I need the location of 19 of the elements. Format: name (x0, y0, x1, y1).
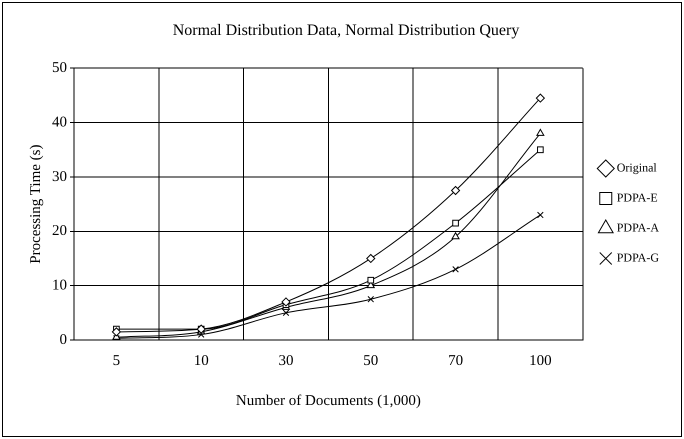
y-tick-label: 10 (52, 278, 67, 294)
y-tick-label: 20 (52, 223, 67, 240)
y-tick-label: 0 (60, 332, 67, 348)
x-tick-label: 70 (448, 352, 464, 369)
x-tick-label: 10 (194, 352, 209, 369)
legend-label: PDPA-A (616, 220, 660, 235)
legend-label: PDPA-G (616, 250, 660, 265)
x-tick-label: 30 (278, 352, 294, 369)
y-axis-title: Processing Time (s) (28, 144, 44, 264)
x-axis-title: Number of Documents (1,000) (236, 392, 421, 409)
x-tick-label: 5 (112, 352, 120, 369)
legend-label: PDPA-E (616, 190, 658, 205)
x-tick-label: 100 (529, 352, 552, 369)
x-tick-label: 50 (363, 352, 378, 369)
chart-title: Normal Distribution Data, Normal Distribution Query (172, 22, 520, 39)
y-tick-label: 30 (52, 168, 67, 185)
y-tick-label: 50 (52, 60, 67, 76)
y-tick-label: 40 (52, 114, 67, 130)
legend-label: Original (616, 160, 658, 175)
